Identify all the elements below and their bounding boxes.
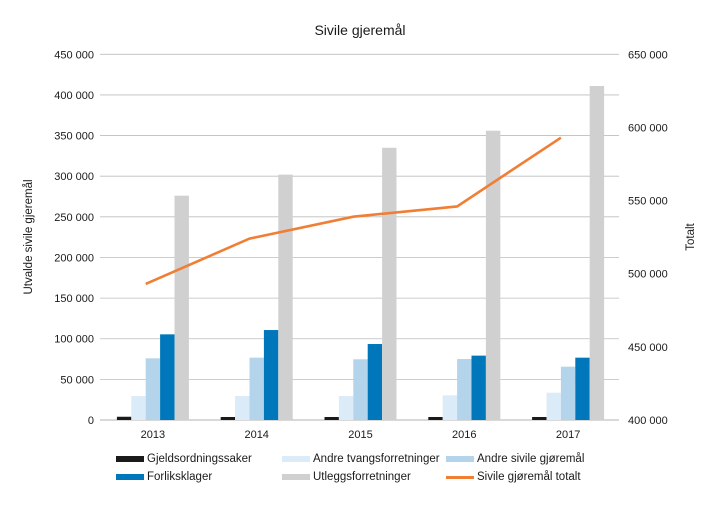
y-tick-label: 400 000	[54, 90, 94, 102]
y-tick-label: 450 000	[54, 49, 94, 61]
legend-item: Gjeldsordningssaker	[116, 453, 252, 465]
y-tick-label: 300 000	[54, 171, 94, 183]
bar-gjeldsordningssaker	[324, 416, 339, 420]
y-axis-label: Utvalde sivile gjeremål	[23, 179, 35, 294]
y-tick-label: 250 000	[54, 212, 94, 224]
legend-swatch	[116, 456, 144, 462]
y-tick-label: 200 000	[54, 252, 94, 264]
bar-utleggsforretninger	[278, 174, 293, 420]
legend-label: Andre tvangsforretninger	[313, 453, 440, 465]
y-tick-label: 350 000	[54, 131, 94, 143]
bar-andre-sivile-gj-rem-l	[249, 357, 264, 420]
bar-andre-tvangsforretninger	[131, 396, 146, 420]
y2-tick-label: 500 000	[628, 269, 668, 281]
bar-utleggsforretninger	[485, 130, 501, 420]
y2-axis-label: Totalt	[685, 222, 697, 250]
legend-label: Gjeldsordningssaker	[147, 453, 252, 465]
legend-label: Andre sivile gjøremål	[477, 453, 585, 465]
legend-swatch	[282, 474, 310, 480]
legend-swatch	[116, 474, 144, 480]
y-tick-label: 150 000	[54, 293, 94, 305]
legend-label: Forliksklager	[147, 471, 213, 483]
chart-title: Sivile gjeremål	[314, 22, 405, 38]
bar-gjeldsordningssaker	[220, 416, 236, 420]
bar-andre-sivile-gj-rem-l	[353, 359, 368, 420]
x-tick-label: 2016	[452, 429, 476, 441]
bar-utleggsforretninger	[382, 147, 397, 421]
bar-andre-sivile-gj-rem-l	[457, 359, 472, 420]
bar-andre-sivile-gj-rem-l	[145, 358, 161, 420]
bar-forliksklager	[575, 357, 590, 420]
legend-label: Utleggsforretninger	[313, 471, 411, 483]
bar-forliksklager	[160, 334, 175, 420]
y2-tick-label: 550 000	[628, 196, 668, 208]
bar-forliksklager	[471, 355, 486, 420]
bar-andre-tvangsforretninger	[442, 395, 458, 420]
y2-tick-label: 400 000	[628, 415, 668, 427]
legend-item: Forliksklager	[116, 471, 212, 483]
bar-andre-tvangsforretninger	[546, 392, 561, 420]
legend-swatch	[446, 475, 474, 479]
bar-utleggsforretninger	[589, 85, 605, 420]
y2-tick-label: 650 000	[628, 49, 668, 61]
bar-andre-tvangsforretninger	[235, 396, 250, 420]
y-tick-label: 0	[88, 415, 94, 427]
bar-forliksklager	[263, 330, 279, 420]
bar-gjeldsordningssaker	[428, 416, 443, 420]
y2-tick-label: 450 000	[628, 342, 668, 354]
bar-andre-sivile-gj-rem-l	[560, 366, 576, 420]
y-tick-label: 100 000	[54, 334, 94, 346]
legend-item: Utleggsforretninger	[282, 471, 411, 483]
line-sivile-gjoremal-totalt	[145, 136, 562, 286]
bar-gjeldsordningssaker	[532, 416, 547, 420]
y-tick-label: 50 000	[60, 374, 94, 386]
legend-swatch	[282, 456, 310, 462]
bar-forliksklager	[367, 344, 383, 420]
legend-label: Sivile gjøremål totalt	[477, 471, 581, 483]
legend-swatch	[446, 456, 474, 462]
legend-item: Andre sivile gjøremål	[446, 453, 584, 465]
bar-gjeldsordningssaker	[116, 416, 132, 420]
y2-tick-label: 600 000	[628, 122, 668, 134]
x-tick-label: 2014	[244, 429, 268, 441]
legend-item: Andre tvangsforretninger	[282, 453, 440, 465]
bar-utleggsforretninger	[174, 195, 189, 420]
bar-andre-tvangsforretninger	[338, 396, 354, 420]
x-tick-label: 2015	[348, 429, 372, 441]
legend-item: Sivile gjøremål totalt	[446, 471, 581, 483]
x-tick-label: 2017	[556, 429, 580, 441]
x-tick-label: 2013	[141, 429, 165, 441]
